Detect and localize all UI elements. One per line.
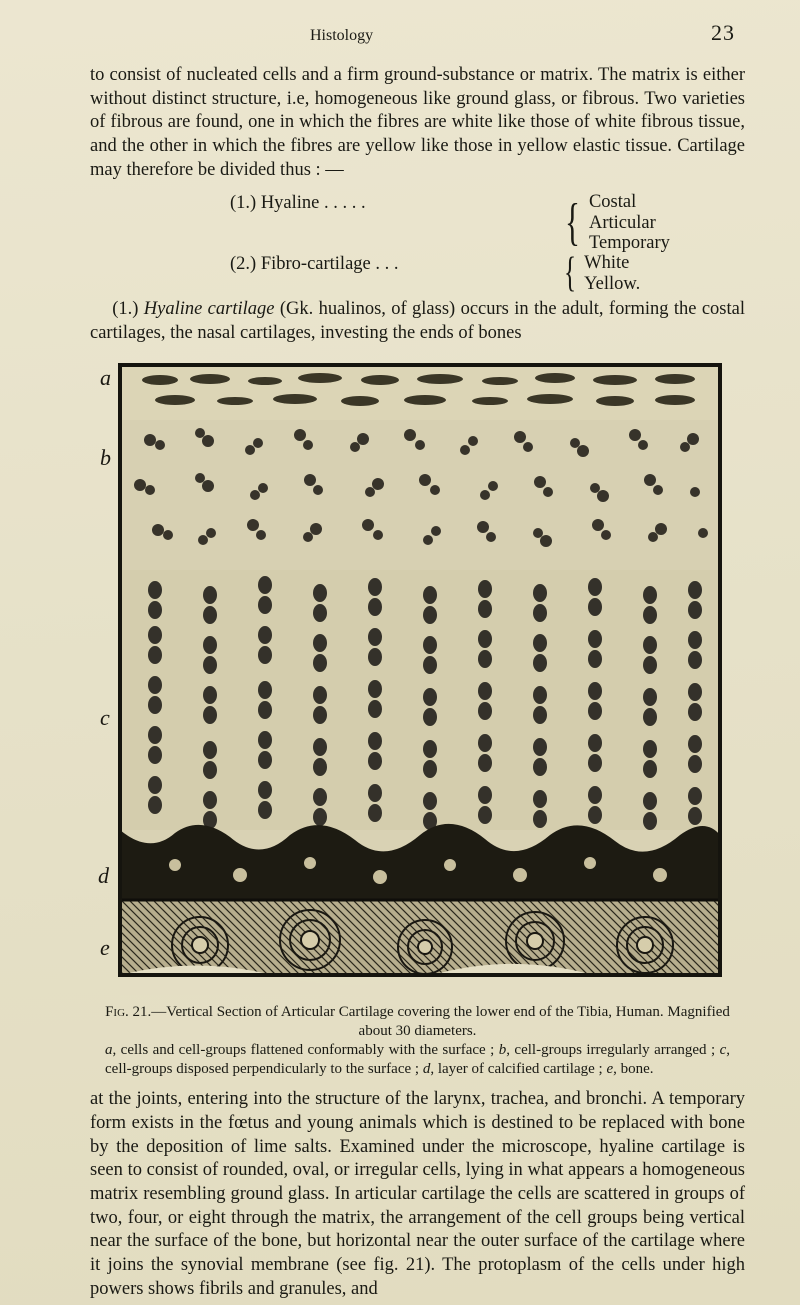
enum-2-label: (2.) Fibro-cartilage . . . bbox=[90, 253, 560, 294]
enum-1-opt-2: Articular bbox=[589, 213, 670, 233]
enum-1-opt-1: Costal bbox=[589, 192, 670, 212]
running-title: Histology bbox=[310, 27, 373, 45]
brace-icon: { bbox=[564, 257, 576, 291]
classification-list: (1.) Hyaline . . . . . { Costal Articula… bbox=[90, 192, 745, 294]
page-number: 23 bbox=[711, 20, 735, 46]
figure-caption: Fig. 21.—Vertical Section of Articular C… bbox=[105, 1003, 730, 1078]
enum-2-opt-2: Yellow. bbox=[584, 274, 640, 294]
figure-label-d: d bbox=[98, 863, 110, 888]
enum-1-label: (1.) Hyaline . . . . . bbox=[90, 192, 560, 253]
enum-2-opt-1: White bbox=[584, 253, 640, 273]
figure-label-a: a bbox=[100, 365, 111, 390]
figure-label-c: c bbox=[100, 705, 110, 730]
figure-label-e: e bbox=[100, 935, 110, 960]
figure-21: a b c d e bbox=[80, 355, 740, 995]
paragraph-2: (1.) Hyaline cartilage (Gk. hualinos, of… bbox=[90, 298, 745, 345]
caption-fig-label: Fig. 21. bbox=[105, 1004, 151, 1020]
running-head: Histology 23 bbox=[90, 20, 745, 46]
paragraph-1: to consist of nucleated cells and a firm… bbox=[90, 64, 745, 182]
paragraph-3: at the joints, entering into the structu… bbox=[90, 1088, 745, 1301]
enum-1-opt-3: Temporary bbox=[589, 233, 670, 253]
figure-label-b: b bbox=[100, 445, 111, 470]
brace-icon: { bbox=[565, 202, 580, 244]
